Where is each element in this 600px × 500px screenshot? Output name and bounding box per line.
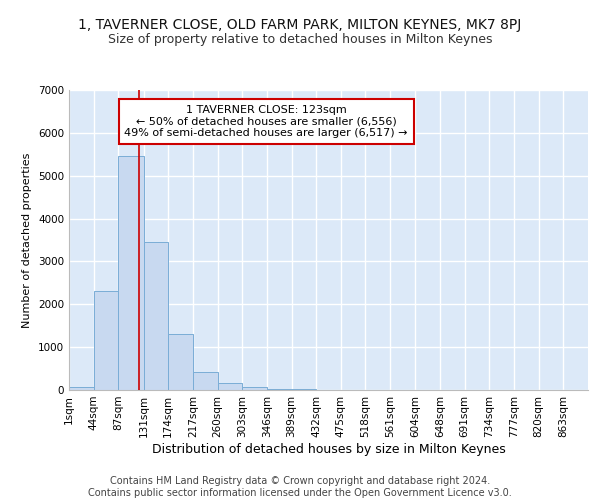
Bar: [193, 372, 218, 390]
Bar: [94, 292, 118, 390]
Bar: [118, 156, 143, 390]
Bar: [168, 334, 193, 390]
Text: 1, TAVERNER CLOSE, OLD FARM PARK, MILTON KEYNES, MK7 8PJ: 1, TAVERNER CLOSE, OLD FARM PARK, MILTON…: [79, 18, 521, 32]
Bar: [267, 388, 292, 390]
Bar: [143, 242, 168, 390]
Bar: [242, 387, 267, 390]
Text: Contains HM Land Registry data © Crown copyright and database right 2024.
Contai: Contains HM Land Registry data © Crown c…: [88, 476, 512, 498]
X-axis label: Distribution of detached houses by size in Milton Keynes: Distribution of detached houses by size …: [152, 442, 505, 456]
Text: 1 TAVERNER CLOSE: 123sqm
← 50% of detached houses are smaller (6,556)
49% of sem: 1 TAVERNER CLOSE: 123sqm ← 50% of detach…: [124, 105, 408, 138]
Bar: [69, 387, 94, 390]
Bar: [218, 382, 242, 390]
Y-axis label: Number of detached properties: Number of detached properties: [22, 152, 32, 328]
Text: Size of property relative to detached houses in Milton Keynes: Size of property relative to detached ho…: [108, 32, 492, 46]
